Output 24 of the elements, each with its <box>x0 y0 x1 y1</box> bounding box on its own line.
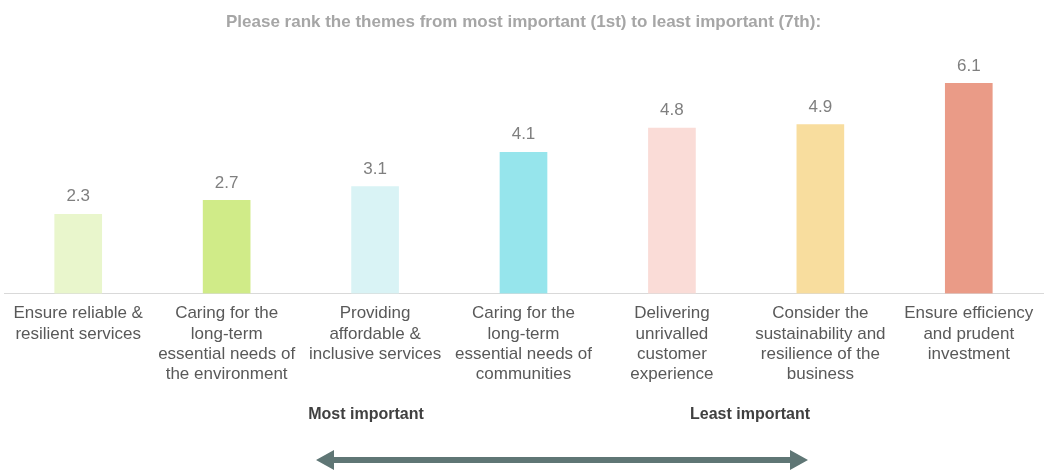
chart-title: Please rank the themes from most important (1st) to least important (7th): <box>225 11 822 31</box>
x-tick-label: Delivering unrivalled customer experience <box>630 303 714 384</box>
data-label: 4.9 <box>808 96 833 116</box>
bar <box>648 127 696 294</box>
data-label: 4.8 <box>660 100 684 120</box>
data-label: 4.1 <box>511 124 536 144</box>
bar <box>944 83 993 294</box>
data-label: 2.3 <box>66 186 91 206</box>
x-tick-label: Caring for the long-term essential needs of communities <box>454 303 593 384</box>
bar <box>202 200 251 294</box>
text: Least important <box>689 405 811 423</box>
x-tick-label: Ensure efficiency and prudent investment <box>904 303 1034 364</box>
bar <box>351 186 399 294</box>
bar <box>796 124 845 294</box>
text: Most important <box>308 405 424 423</box>
x-tick-label: Consider the sustainability and resilience of the business <box>755 303 886 384</box>
bar <box>54 213 103 294</box>
x-tick-label: Providing affordable & inclusive services <box>308 303 442 364</box>
bar <box>499 151 548 294</box>
data-label: 3.1 <box>363 158 387 178</box>
data-label: 6.1 <box>956 55 981 75</box>
x-tick-label: Ensure reliable & resilient services <box>13 303 144 343</box>
data-label: 2.7 <box>214 172 239 192</box>
x-tick-label: Caring for the long-term essential needs of the environment <box>158 303 296 384</box>
